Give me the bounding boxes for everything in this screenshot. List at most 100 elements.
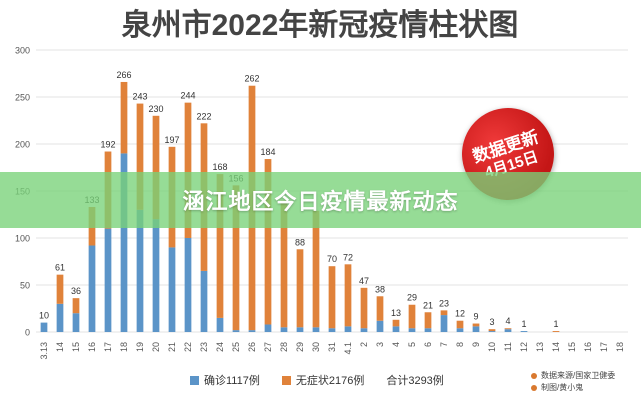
y-tick-label: 100 (15, 234, 30, 244)
x-tick-label: 4 (391, 342, 401, 347)
bar-asymptomatic (152, 115, 160, 220)
x-tick-label: 12 (519, 342, 529, 352)
bar-asymptomatic (136, 103, 144, 210)
data-label: 197 (164, 135, 179, 145)
bar-asymptomatic (344, 264, 352, 327)
bar-confirmed (520, 331, 528, 332)
bar-confirmed (72, 313, 80, 332)
x-tick-label: 17 (103, 342, 113, 352)
x-tick-label: 4.1 (343, 342, 353, 355)
data-label: 192 (100, 140, 115, 150)
x-tick-label: 31 (327, 342, 337, 352)
x-tick-label: 8 (455, 342, 465, 347)
bar-confirmed (408, 328, 416, 332)
data-label: 36 (71, 286, 81, 296)
data-label: 243 (132, 92, 147, 102)
x-tick-label: 19 (135, 342, 145, 352)
data-label: 61 (55, 263, 65, 273)
data-label: 230 (148, 104, 163, 114)
bar-confirmed (152, 219, 160, 332)
x-tick-label: 14 (551, 342, 561, 352)
x-tick-label: 25 (231, 342, 241, 352)
x-tick-label: 15 (71, 342, 81, 352)
x-tick-label: 18 (615, 342, 625, 352)
bar-asymptomatic (424, 312, 432, 329)
bar-asymptomatic (472, 323, 480, 327)
bar-asymptomatic (328, 266, 336, 329)
bar-confirmed (424, 328, 432, 332)
bar-confirmed (344, 326, 352, 332)
bar-confirmed (264, 324, 272, 332)
bar-confirmed (216, 317, 224, 332)
x-tick-label: 23 (199, 342, 209, 352)
bar-confirmed (56, 303, 64, 332)
bar-asymptomatic (488, 329, 496, 332)
data-label: 13 (391, 308, 401, 318)
x-tick-label: 7 (439, 342, 449, 347)
legend-item-asymptomatic: 无症状2176例 (281, 372, 364, 388)
data-label: 1 (521, 319, 526, 329)
x-tick-label: 6 (423, 342, 433, 347)
x-tick-label: 16 (583, 342, 593, 352)
x-tick-label: 14 (55, 342, 65, 352)
data-label: 184 (260, 147, 275, 157)
data-label: 4 (505, 316, 510, 326)
source-dot-icon (531, 373, 537, 379)
news-banner: 涵江地区今日疫情最新动态 (0, 172, 641, 228)
data-label: 168 (212, 162, 227, 172)
x-tick-label: 13 (535, 342, 545, 352)
bar-confirmed (296, 327, 304, 332)
bar-confirmed (232, 330, 240, 332)
data-label: 70 (327, 254, 337, 264)
bar-confirmed (312, 327, 320, 332)
data-label: 9 (473, 312, 478, 322)
y-tick-label: 300 (15, 46, 30, 56)
y-tick-label: 200 (15, 140, 30, 150)
x-tick-label: 22 (183, 342, 193, 352)
bar-confirmed (184, 238, 192, 332)
bar-asymptomatic (456, 320, 464, 329)
bar-confirmed (248, 330, 256, 332)
data-label: 3 (489, 317, 494, 327)
bar-confirmed (376, 320, 384, 332)
bar-confirmed (88, 245, 96, 332)
data-labels: 1061361331922662432301972442221681562621… (39, 70, 559, 329)
bar-confirmed (104, 228, 112, 332)
data-label: 12 (455, 309, 465, 319)
bar-confirmed (40, 322, 48, 332)
bar-confirmed (136, 209, 144, 332)
data-label: 38 (375, 284, 385, 294)
bar-confirmed (200, 270, 208, 332)
data-label: 262 (244, 74, 259, 84)
chart-title: 泉州市2022年新冠疫情柱状图 (122, 8, 519, 42)
data-label: 23 (439, 298, 449, 308)
bar-asymptomatic (264, 159, 272, 325)
bar-asymptomatic (360, 287, 368, 329)
x-tick-label: 3.13 (39, 342, 49, 360)
bar-confirmed (504, 329, 512, 332)
y-tick-label: 0 (25, 328, 30, 338)
data-label: 1 (553, 319, 558, 329)
bar-confirmed (328, 328, 336, 332)
x-tick-label: 26 (247, 342, 257, 352)
x-tick-label: 30 (311, 342, 321, 352)
bar-confirmed (472, 326, 480, 332)
bar-confirmed (168, 247, 176, 332)
bar-asymptomatic (296, 249, 304, 328)
x-tick-label: 24 (215, 342, 225, 352)
data-label: 244 (180, 91, 195, 101)
legend-swatch-asymptomatic (281, 375, 291, 385)
bar-confirmed (280, 327, 288, 332)
y-tick-label: 250 (15, 93, 30, 103)
source-credits: 数据来源/国家卫健委 制图/黄小鬼 (531, 370, 615, 394)
legend-label-confirmed: 确诊1117例 (204, 375, 260, 387)
x-tick-label: 11 (503, 342, 513, 351)
data-label: 266 (116, 70, 131, 80)
x-tick-label: 27 (263, 342, 273, 352)
x-tick-label: 10 (487, 342, 497, 352)
x-tick-label: 5 (407, 342, 417, 347)
bar-asymptomatic (216, 174, 224, 318)
data-source: 数据来源/国家卫健委 (541, 371, 616, 380)
bar-confirmed (488, 331, 496, 332)
bar-asymptomatic (280, 200, 288, 328)
